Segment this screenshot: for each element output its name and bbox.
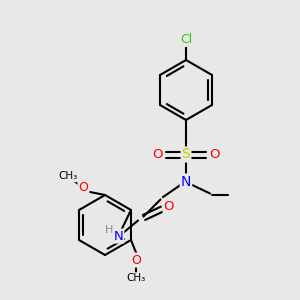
Text: O: O (79, 181, 88, 194)
Text: O: O (153, 148, 163, 161)
Text: H: H (104, 225, 113, 235)
Text: O: O (131, 254, 141, 267)
Text: O: O (209, 148, 220, 161)
Text: CH₃: CH₃ (127, 273, 146, 283)
Text: S: S (182, 148, 190, 161)
Text: Cl: Cl (180, 33, 192, 46)
Text: N: N (114, 230, 123, 243)
Text: N: N (181, 175, 191, 188)
Text: CH₃: CH₃ (59, 171, 78, 182)
Text: O: O (164, 200, 174, 213)
